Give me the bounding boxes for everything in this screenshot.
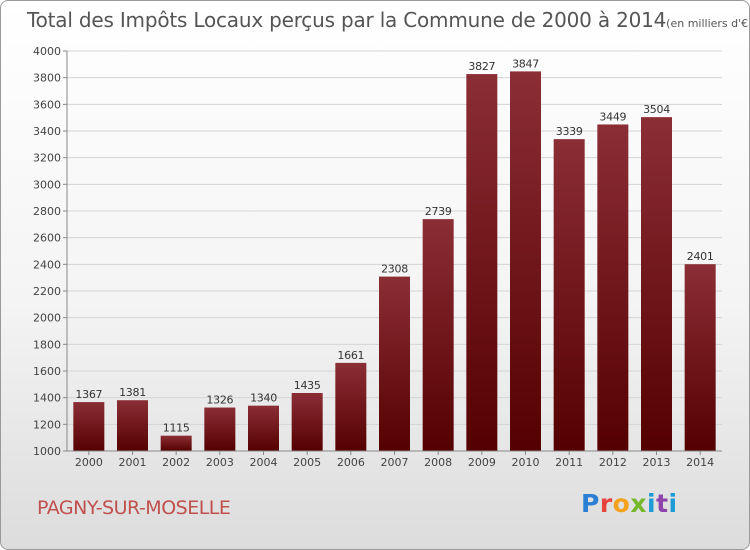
bar-value-label: 2739 <box>425 205 452 218</box>
bar <box>422 219 454 451</box>
x-tick-label: 2005 <box>293 456 321 469</box>
bar-value-label: 3504 <box>643 103 670 116</box>
y-tick-label: 1000 <box>33 445 61 458</box>
x-tick-label: 2003 <box>206 456 234 469</box>
bar-value-label: 1326 <box>206 394 233 407</box>
bar <box>335 362 367 451</box>
bar <box>117 400 148 451</box>
y-tick-label: 1400 <box>33 392 61 405</box>
y-tick-label: 2800 <box>33 205 61 218</box>
commune-name: PAGNY-SUR-MOSELLE <box>37 497 231 519</box>
bar-value-label: 1115 <box>163 422 190 435</box>
bar-value-label: 1435 <box>294 379 321 392</box>
y-tick-label: 3800 <box>33 72 61 85</box>
bar <box>73 402 105 451</box>
chart-title-text: Total des Impôts Locaux perçus par la Co… <box>27 8 667 32</box>
x-tick-label: 2009 <box>468 456 496 469</box>
chart-title: Total des Impôts Locaux perçus par la Co… <box>27 8 750 32</box>
x-tick-label: 2002 <box>162 456 190 469</box>
bar-value-label: 1661 <box>337 349 364 362</box>
bar-value-label: 3339 <box>556 125 583 138</box>
bar <box>379 276 410 451</box>
axes: 1000 1200 1400 1600 1800 2000 2200 2400 2600 2800… <box>33 45 722 469</box>
x-tick-label: 2004 <box>250 456 278 469</box>
y-tick-label: 4000 <box>33 45 61 58</box>
y-tick-label: 2600 <box>33 232 61 245</box>
y-tick-label: 1600 <box>33 365 61 378</box>
bar-value-label: 2308 <box>381 263 408 276</box>
bar <box>291 393 323 451</box>
y-tick-label: 3200 <box>33 152 61 165</box>
bar-value-label: 2401 <box>687 250 714 263</box>
x-tick-label: 2006 <box>337 456 365 469</box>
bar <box>248 405 279 451</box>
y-tick-label: 2000 <box>33 312 61 325</box>
x-tick-label: 2000 <box>75 456 103 469</box>
bar <box>204 407 236 451</box>
bar-value-label: 3827 <box>468 60 495 73</box>
x-tick-label: 2011 <box>555 456 583 469</box>
y-tick-label: 3600 <box>33 98 61 111</box>
bar-value-labels: 1367 1381 1115 1326 1340 1435 1661 2308 2739 3827… <box>75 57 713 434</box>
y-tick-label: 2200 <box>33 285 61 298</box>
bar-value-label: 3449 <box>599 110 626 123</box>
proxiti-logo[interactable]: Proxiti <box>581 489 678 518</box>
bar <box>510 71 541 452</box>
y-tick-label: 2400 <box>33 258 61 271</box>
bar <box>160 435 192 451</box>
x-tick-label: 2013 <box>643 456 671 469</box>
x-tick-label: 2012 <box>599 456 627 469</box>
bar-value-label: 3847 <box>512 57 539 70</box>
y-tick-label: 3000 <box>33 178 61 191</box>
x-tick-label: 2001 <box>119 456 147 469</box>
bar <box>553 139 585 451</box>
bar <box>641 117 672 451</box>
x-tick-label: 2014 <box>686 456 714 469</box>
y-tick-label: 1800 <box>33 338 61 351</box>
x-tick-label: 2008 <box>424 456 452 469</box>
bar-value-label: 1367 <box>75 388 102 401</box>
bar-value-label: 1340 <box>250 392 277 405</box>
y-tick-label: 1200 <box>33 418 61 431</box>
bar-value-label: 1381 <box>119 386 146 399</box>
bar <box>466 74 498 452</box>
bar <box>684 264 716 451</box>
y-tick-label: 3400 <box>33 125 61 138</box>
x-tick-label: 2010 <box>512 456 540 469</box>
bar <box>597 124 629 451</box>
chart-unit-note: (en milliers d'€) <box>666 17 750 30</box>
bars <box>73 71 716 452</box>
x-tick-label: 2007 <box>381 456 409 469</box>
